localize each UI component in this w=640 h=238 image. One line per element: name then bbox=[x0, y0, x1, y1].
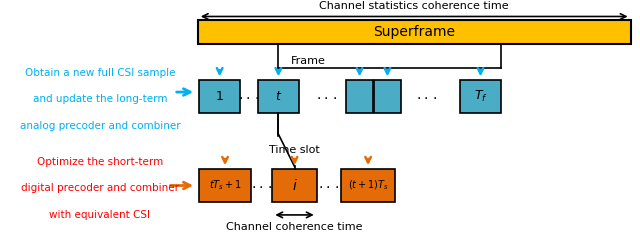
Text: and update the long-term: and update the long-term bbox=[33, 94, 167, 104]
Text: $tT_s+1$: $tT_s+1$ bbox=[209, 178, 241, 192]
Text: $(t+1)T_s$: $(t+1)T_s$ bbox=[348, 179, 388, 192]
FancyBboxPatch shape bbox=[199, 80, 240, 113]
Text: Channel statistics coherence time: Channel statistics coherence time bbox=[319, 1, 509, 11]
Text: $\cdot\cdot\cdot$: $\cdot\cdot\cdot$ bbox=[316, 90, 339, 104]
Text: analog precoder and combiner: analog precoder and combiner bbox=[20, 121, 180, 131]
Text: Optimize the short-term: Optimize the short-term bbox=[37, 157, 163, 167]
FancyBboxPatch shape bbox=[341, 169, 395, 202]
Text: digital precoder and combiner: digital precoder and combiner bbox=[21, 183, 179, 193]
Text: Channel coherence time: Channel coherence time bbox=[227, 222, 363, 232]
FancyBboxPatch shape bbox=[199, 169, 251, 202]
Text: Time slot: Time slot bbox=[269, 145, 320, 155]
FancyBboxPatch shape bbox=[460, 80, 501, 113]
FancyBboxPatch shape bbox=[346, 80, 373, 113]
Text: $\cdot\cdot\cdot$: $\cdot\cdot\cdot$ bbox=[318, 178, 340, 193]
Text: $\cdot\cdot\cdot$: $\cdot\cdot\cdot$ bbox=[416, 90, 438, 104]
Text: $1$: $1$ bbox=[215, 90, 224, 103]
Text: $T_f$: $T_f$ bbox=[474, 89, 488, 104]
FancyBboxPatch shape bbox=[273, 169, 317, 202]
Text: $t$: $t$ bbox=[275, 90, 282, 103]
Text: $i$: $i$ bbox=[292, 178, 298, 193]
FancyBboxPatch shape bbox=[198, 20, 630, 44]
Text: Superframe: Superframe bbox=[373, 25, 455, 39]
FancyBboxPatch shape bbox=[374, 80, 401, 113]
Text: $\cdot\cdot\cdot$: $\cdot\cdot\cdot$ bbox=[251, 178, 273, 193]
FancyBboxPatch shape bbox=[258, 80, 299, 113]
Text: with equivalent CSI: with equivalent CSI bbox=[49, 210, 150, 220]
Text: Obtain a new full CSI sample: Obtain a new full CSI sample bbox=[25, 68, 175, 78]
Text: $\cdot\cdot\cdot$: $\cdot\cdot\cdot$ bbox=[238, 90, 260, 104]
Text: Frame: Frame bbox=[291, 56, 326, 66]
